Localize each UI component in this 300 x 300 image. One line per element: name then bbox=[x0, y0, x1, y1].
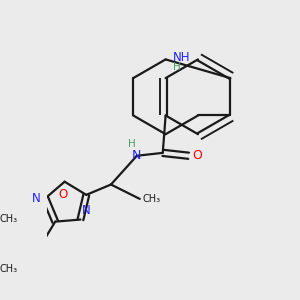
Text: O: O bbox=[58, 188, 68, 201]
Text: CH₃: CH₃ bbox=[0, 264, 18, 274]
Text: N: N bbox=[82, 204, 91, 217]
Text: H: H bbox=[173, 62, 181, 73]
Text: O: O bbox=[192, 149, 202, 162]
Text: CH₃: CH₃ bbox=[142, 194, 160, 204]
Text: H: H bbox=[128, 139, 136, 148]
Text: NH: NH bbox=[173, 52, 190, 64]
Text: CH₃: CH₃ bbox=[0, 214, 18, 224]
Text: N: N bbox=[32, 192, 40, 205]
Text: N: N bbox=[132, 149, 142, 162]
